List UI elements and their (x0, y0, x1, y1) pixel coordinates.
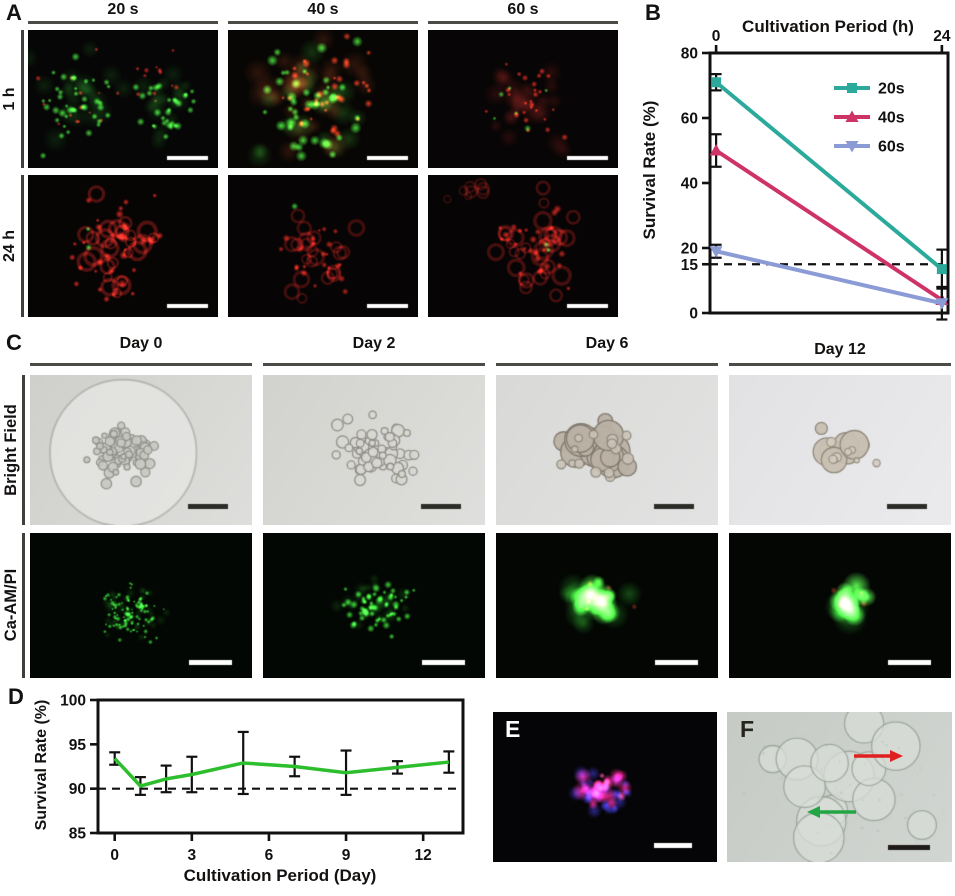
micrograph-a-1h-40s (228, 30, 418, 168)
red-arrow-icon (854, 750, 903, 762)
chart-d-plot: 85 90 95 100 0 3 6 9 12 (60, 693, 465, 864)
panel-c-row-bar-bright-field (22, 375, 25, 525)
micrograph-a-24h-40s (228, 175, 418, 317)
panel-a-row-bar-1h (21, 30, 24, 168)
svg-text:60s: 60s (878, 139, 905, 156)
micrograph-e-hoechst-pi (493, 712, 717, 862)
panel-a-row-bar-24h (21, 175, 24, 317)
panel-c-label: C (6, 330, 22, 355)
panel-c-col-header-day0: Day 0 (119, 335, 163, 352)
svg-text:12: 12 (415, 847, 432, 864)
svg-text:15: 15 (681, 257, 699, 274)
svg-text:20s: 20s (878, 81, 905, 98)
micrograph-a-1h-60s (428, 30, 618, 168)
green-arrow-icon (807, 806, 856, 818)
panel-a-col-header-60s: 60 s (507, 1, 539, 18)
svg-text:9: 9 (342, 847, 351, 864)
panel-c-header-rule-4 (729, 363, 951, 366)
panel-c-row-label-ca-am-pi: Ca-AM/PI (2, 568, 20, 642)
svg-text:100: 100 (60, 693, 86, 710)
panel-c-header-rule-2 (263, 363, 485, 366)
svg-text:40s: 40s (878, 110, 905, 127)
svg-text:0: 0 (110, 847, 119, 864)
svg-text:80: 80 (681, 46, 698, 63)
micrograph-c-caampi-day2 (263, 533, 485, 678)
svg-text:90: 90 (69, 781, 86, 798)
svg-text:40: 40 (681, 176, 698, 193)
panel-a-row-label-24h: 24 h (1, 230, 18, 263)
micrograph-c-brightfield-day2 (263, 375, 485, 525)
micrograph-c-brightfield-day6 (496, 375, 718, 525)
micrograph-c-caampi-day6 (496, 533, 718, 678)
panel-c-row-label-bright-field: Bright Field (2, 404, 20, 496)
panel-a-label: A (6, 0, 22, 25)
panel-a-header-rule-3 (428, 21, 618, 24)
micrograph-f-brightfield-cells (727, 712, 952, 862)
svg-text:0: 0 (712, 28, 721, 45)
panel-c-col-header-day12: Day 12 (814, 341, 866, 358)
micrograph-c-caampi-day0 (30, 533, 252, 678)
svg-text:6: 6 (265, 847, 274, 864)
svg-text:24: 24 (933, 28, 951, 45)
panel-a-header-rule-1 (28, 21, 218, 24)
svg-text:60: 60 (681, 111, 698, 128)
svg-text:3: 3 (188, 847, 197, 864)
svg-text:85: 85 (69, 826, 87, 843)
panel-c-col-header-day2: Day 2 (352, 335, 396, 352)
micrograph-c-caampi-day12 (729, 533, 951, 678)
panel-f-label: F (740, 716, 755, 742)
svg-text:0: 0 (689, 306, 698, 323)
panel-a-col-header-40s: 40 s (307, 1, 339, 18)
chart-d-x-axis-title: Cultivation Period (Day) (183, 866, 377, 885)
micrograph-c-brightfield-day0 (30, 375, 252, 525)
panel-c-header-rule-1 (30, 363, 252, 366)
panel-a-header-rule-2 (228, 21, 418, 24)
chart-b-x-axis-title: Cultivation Period (h) (742, 17, 914, 36)
micrograph-a-1h-20s (28, 30, 218, 168)
panel-c-row-bar-ca-am-pi (22, 533, 25, 678)
panel-e-label: E (505, 716, 521, 742)
svg-text:20: 20 (681, 241, 698, 258)
svg-text:95: 95 (69, 737, 87, 754)
micrograph-c-brightfield-day12 (729, 375, 951, 525)
micrograph-a-24h-60s (428, 175, 618, 317)
micrograph-a-24h-20s (28, 175, 218, 317)
panel-b-label: B (645, 0, 661, 25)
panel-c-col-header-day6: Day 6 (585, 335, 629, 352)
panel-d-label: D (8, 684, 24, 709)
panel-a-row-label-1h: 1 h (1, 87, 18, 111)
panel-a-col-header-20s: 20 s (107, 1, 139, 18)
panel-c-header-rule-3 (496, 363, 718, 366)
